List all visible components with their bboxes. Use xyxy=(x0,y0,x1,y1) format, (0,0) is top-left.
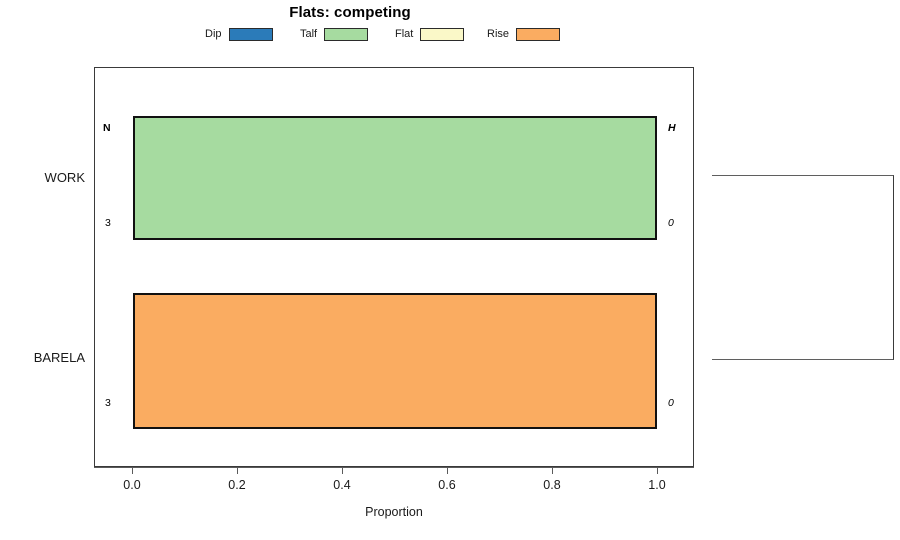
x-tick-mark xyxy=(132,467,133,474)
x-tick-label: 0.8 xyxy=(543,478,561,492)
x-tick-label: 0.0 xyxy=(123,478,141,492)
legend-swatch-flat xyxy=(420,27,465,41)
chart-title: Flats: competing xyxy=(289,4,411,21)
x-tick-mark xyxy=(342,467,343,474)
legend-swatch-rise xyxy=(516,27,561,41)
side-panel-bracket xyxy=(712,175,894,360)
y-axis-label-work: WORK xyxy=(44,170,85,185)
annotation-barela-bottom-right: 0 xyxy=(668,397,674,409)
bar-barela-rise[interactable] xyxy=(133,293,657,429)
x-tick-label: 0.4 xyxy=(333,478,351,492)
x-axis-line xyxy=(94,467,694,468)
legend-label-dip: Dip xyxy=(205,28,222,40)
x-tick-mark xyxy=(552,467,553,474)
annotation-work-bottom-right: 0 xyxy=(668,217,674,229)
legend-entry-talf[interactable]: Talf xyxy=(300,25,369,43)
x-tick-label: 0.2 xyxy=(228,478,246,492)
legend-entry-flat[interactable]: Flat xyxy=(395,25,465,43)
legend-swatch-dip xyxy=(228,27,273,41)
legend-label-rise: Rise xyxy=(487,28,510,40)
legend-label-talf: Talf xyxy=(300,28,318,40)
legend-label-flat: Flat xyxy=(395,28,414,40)
x-tick-mark xyxy=(237,467,238,474)
x-axis-title: Proportion xyxy=(365,505,423,519)
y-axis-label-barela: BARELA xyxy=(33,350,85,365)
x-tick-mark xyxy=(657,467,658,474)
bar-work-talf[interactable] xyxy=(133,116,657,240)
annotation-work-top-left: N xyxy=(103,122,111,134)
plot-area xyxy=(94,67,694,467)
annotation-barela-bottom-left: 3 xyxy=(105,397,111,409)
x-tick-mark xyxy=(447,467,448,474)
legend-swatch-talf xyxy=(324,27,369,41)
x-tick-label: 1.0 xyxy=(648,478,666,492)
legend-entry-dip[interactable]: Dip xyxy=(205,25,273,43)
annotation-work-top-right: H xyxy=(668,122,676,134)
legend-entry-rise[interactable]: Rise xyxy=(487,25,561,43)
x-tick-label: 0.6 xyxy=(438,478,456,492)
chart-legend: Dip Talf Flat Rise xyxy=(205,25,625,43)
annotation-work-bottom-left: 3 xyxy=(105,217,111,229)
